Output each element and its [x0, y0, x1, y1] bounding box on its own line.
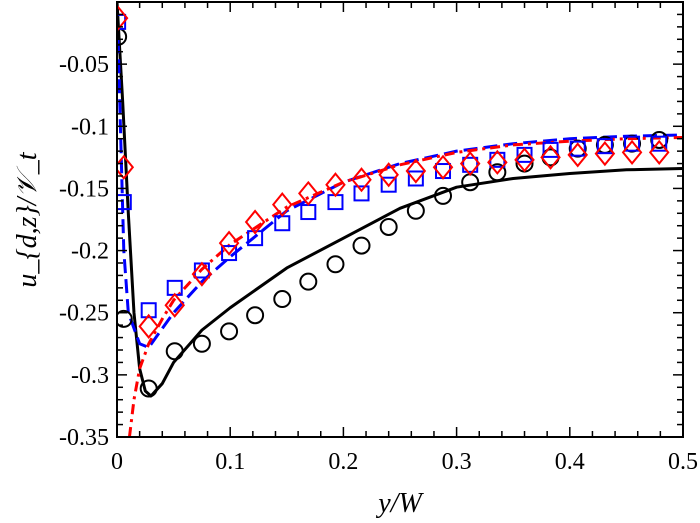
- square-marker: [247, 230, 264, 247]
- square-marker: [542, 141, 559, 158]
- circle-marker: [165, 342, 184, 361]
- y-axis-label: u_{d,z}/𝒱_t: [12, 151, 43, 287]
- diamond-marker: [405, 158, 427, 184]
- circle-marker: [139, 379, 158, 398]
- y-tick-label: -0.35: [59, 425, 109, 451]
- square-marker: [651, 135, 668, 152]
- diamond-marker: [567, 142, 589, 168]
- y-tick-label: -0.1: [71, 114, 109, 140]
- diamond-marker: [164, 292, 186, 318]
- x-tick-label: 0.5: [668, 449, 698, 475]
- diamond-marker: [459, 150, 481, 177]
- diamond-marker: [218, 230, 240, 256]
- diamond-marker: [378, 162, 399, 188]
- circle-marker: [299, 272, 318, 291]
- axis-ticks: [116, 1, 684, 438]
- plot-marks: [117, 2, 683, 437]
- series-line-dashdot: [127, 135, 683, 437]
- circle-marker: [273, 290, 292, 309]
- circle-marker: [379, 217, 398, 236]
- circle-marker: [406, 201, 425, 220]
- diamond-marker: [487, 149, 508, 175]
- square-marker: [407, 170, 424, 187]
- plot-frame: [116, 1, 684, 438]
- diamond-marker: [621, 139, 643, 165]
- circle-marker: [117, 309, 133, 328]
- square-marker: [596, 138, 613, 155]
- circle-marker: [352, 236, 371, 255]
- x-tick-label: 0.4: [555, 449, 585, 475]
- diamond-marker: [244, 209, 266, 235]
- diamond-marker: [138, 313, 159, 339]
- diamond-marker: [540, 144, 561, 170]
- circle-marker: [434, 186, 453, 205]
- tick-labels: 0 0.1 0.2 0.3 0.4 0.5 -0.35 -0.3 -0.25 -0.2 -0.15 -…: [59, 52, 698, 475]
- y-tick-label: -0.05: [59, 52, 109, 78]
- series-line-solid: [117, 2, 683, 398]
- square-marker: [380, 176, 397, 193]
- series-line-dashed: [117, 39, 683, 350]
- square-marker: [117, 194, 132, 211]
- y-tick-label: -0.2: [71, 239, 109, 265]
- diamond-marker: [191, 261, 213, 287]
- diamond-marker: [514, 147, 535, 173]
- x-tick-label: 0.1: [215, 449, 245, 475]
- square-marker: [569, 140, 586, 157]
- plot-area: [117, 2, 683, 437]
- circle-marker: [192, 334, 211, 353]
- diamond-marker: [432, 154, 454, 180]
- diamond-marker: [271, 192, 293, 218]
- y-tick-label: -0.3: [71, 363, 109, 389]
- square-marker: [624, 135, 641, 152]
- circle-marker: [246, 306, 265, 325]
- x-tick-label: 0.2: [328, 449, 358, 475]
- y-tick-label: -0.15: [59, 176, 109, 202]
- diamond-marker: [298, 180, 319, 206]
- x-axis-label: y/W: [375, 488, 424, 519]
- circle-marker: [220, 322, 239, 341]
- square-marker: [353, 185, 370, 202]
- circle-marker: [488, 163, 507, 182]
- diamond-marker: [594, 141, 616, 167]
- diamond-marker: [117, 5, 129, 31]
- circle-marker: [461, 173, 480, 192]
- circle-marker: [326, 255, 345, 274]
- x-tick-label: 0: [111, 449, 123, 475]
- x-tick-label: 0.3: [442, 449, 472, 475]
- diamond-marker: [325, 172, 346, 198]
- diamond-marker: [648, 139, 670, 165]
- y-tick-label: -0.25: [59, 301, 109, 327]
- diamond-marker: [351, 167, 372, 193]
- square-marker: [274, 215, 291, 232]
- square-marker: [221, 245, 238, 262]
- square-marker: [300, 204, 317, 221]
- square-marker: [140, 302, 157, 319]
